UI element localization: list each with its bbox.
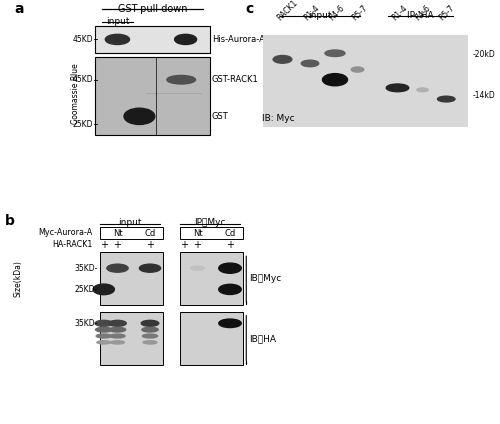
Text: b: b (5, 214, 15, 228)
Text: 45KD: 45KD (72, 35, 93, 44)
Bar (262, 35, 468, 126)
Ellipse shape (93, 284, 114, 295)
Text: IB：HA: IB：HA (249, 335, 276, 344)
Ellipse shape (438, 96, 455, 102)
Ellipse shape (219, 263, 241, 273)
Text: -14kD: -14kD (472, 92, 495, 100)
Bar (180, 252, 242, 305)
Text: Nt: Nt (112, 229, 122, 238)
Text: a: a (14, 3, 24, 17)
Text: c: c (245, 3, 254, 17)
Bar (180, 312, 242, 365)
Text: R4-6: R4-6 (328, 4, 346, 23)
Text: R1-4: R1-4 (302, 4, 322, 23)
Text: Size(kDa): Size(kDa) (13, 260, 22, 297)
Text: Cd: Cd (144, 229, 156, 238)
Text: IP: HA: IP: HA (406, 11, 434, 20)
Text: R5-7: R5-7 (438, 4, 456, 23)
Text: R4-6: R4-6 (414, 4, 433, 23)
Text: His-Aurora-A: His-Aurora-A (212, 35, 265, 44)
Ellipse shape (301, 60, 319, 67)
Ellipse shape (325, 50, 345, 56)
Text: 35KD-: 35KD- (74, 264, 98, 273)
Text: Nt: Nt (192, 229, 202, 238)
Ellipse shape (110, 327, 126, 332)
Text: +: + (226, 240, 234, 250)
Ellipse shape (110, 341, 124, 344)
Ellipse shape (95, 321, 112, 326)
Bar (180, 227, 242, 239)
Text: GST-RACK1: GST-RACK1 (212, 75, 259, 84)
Text: IB：Myc: IB：Myc (249, 274, 281, 283)
Ellipse shape (273, 56, 292, 63)
Ellipse shape (140, 264, 160, 272)
Text: RACK1: RACK1 (275, 0, 299, 23)
Ellipse shape (417, 88, 428, 92)
Text: 25KD-: 25KD- (74, 285, 98, 294)
Ellipse shape (386, 84, 409, 92)
Ellipse shape (96, 334, 111, 338)
Text: input: input (118, 218, 142, 227)
Text: R1-4: R1-4 (390, 4, 409, 23)
Ellipse shape (219, 285, 241, 294)
Ellipse shape (167, 75, 196, 84)
Ellipse shape (106, 34, 130, 45)
Text: +: + (194, 240, 202, 250)
Text: +: + (146, 240, 154, 250)
Ellipse shape (142, 321, 159, 326)
Text: +: + (180, 240, 188, 250)
Text: Coomassie Blue: Coomassie Blue (71, 64, 80, 124)
Bar (96, 57, 210, 135)
Text: 35KD-: 35KD- (74, 319, 98, 328)
Ellipse shape (219, 319, 241, 327)
Ellipse shape (142, 334, 158, 338)
Ellipse shape (96, 327, 112, 332)
Text: IP：Myc: IP：Myc (194, 218, 226, 227)
Text: +: + (114, 240, 122, 250)
Bar (96, 26, 210, 53)
Text: GST: GST (212, 112, 229, 121)
Ellipse shape (124, 108, 155, 125)
Ellipse shape (109, 321, 126, 326)
Ellipse shape (351, 67, 364, 72)
Text: IB: Myc: IB: Myc (262, 114, 295, 123)
Text: 45KD: 45KD (72, 75, 93, 84)
Text: R5-7: R5-7 (350, 4, 369, 23)
Text: Cd: Cd (224, 229, 235, 238)
Ellipse shape (174, 34, 197, 45)
Text: input: input (308, 11, 332, 20)
Text: +: + (100, 240, 108, 250)
Ellipse shape (107, 264, 128, 272)
Bar (100, 227, 162, 239)
Text: -20kD: -20kD (472, 50, 495, 59)
Text: input: input (106, 17, 129, 25)
Bar (100, 252, 162, 305)
Ellipse shape (143, 341, 157, 344)
Ellipse shape (110, 334, 125, 338)
Ellipse shape (97, 341, 110, 344)
Text: GST-pull down: GST-pull down (118, 4, 188, 14)
Text: 25KD: 25KD (72, 120, 93, 129)
Text: Myc-Aurora-A: Myc-Aurora-A (38, 228, 92, 237)
Ellipse shape (322, 74, 347, 86)
Text: HA-RACK1: HA-RACK1 (52, 240, 92, 249)
Ellipse shape (142, 327, 158, 332)
Ellipse shape (190, 266, 204, 270)
Bar (100, 312, 162, 365)
